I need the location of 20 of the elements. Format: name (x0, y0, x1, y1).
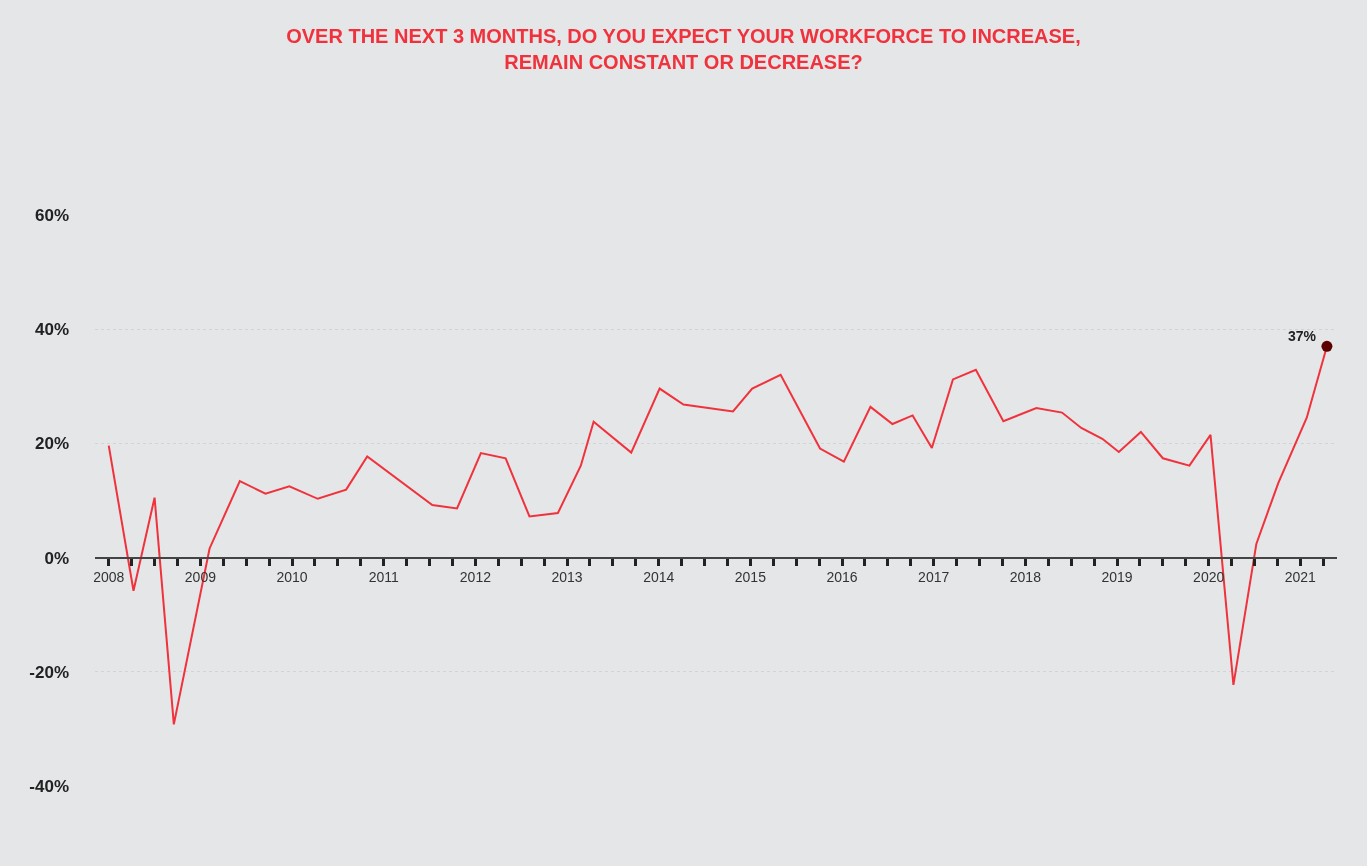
chart-title: OVER THE NEXT 3 MONTHS, DO YOU EXPECT YOUR WORKFORCE TO INCREASE, REMAIN CONSTANT OR DECREASE? (286, 25, 1081, 74)
y-tick-label: 40% (34, 320, 69, 340)
x-tick-label: 2017 (918, 569, 950, 586)
x-tick-label: 2014 (643, 569, 675, 586)
x-tick-label: 2018 (1009, 569, 1042, 586)
x-tick-label: 2021 (1284, 569, 1317, 586)
x-tick-label: 2019 (1101, 569, 1133, 586)
y-tick-label: -40% (29, 776, 69, 796)
x-tick-label: 2012 (459, 569, 492, 586)
annotation: 37% (1288, 328, 1317, 344)
y-tick-label: 0% (44, 548, 69, 568)
x-tick-label: 2010 (276, 569, 308, 586)
x-tick-label: 2016 (826, 569, 858, 586)
y-tick-label: 20% (34, 434, 69, 454)
x-tick-label: 2015 (734, 569, 767, 586)
y-tick-label: 60% (34, 205, 69, 225)
x-tick-label: 2008 (93, 569, 125, 586)
x-tick-label: 2011 (368, 569, 399, 586)
y-tick-label: -20% (29, 662, 69, 682)
x-tick-label: 2013 (551, 569, 583, 586)
